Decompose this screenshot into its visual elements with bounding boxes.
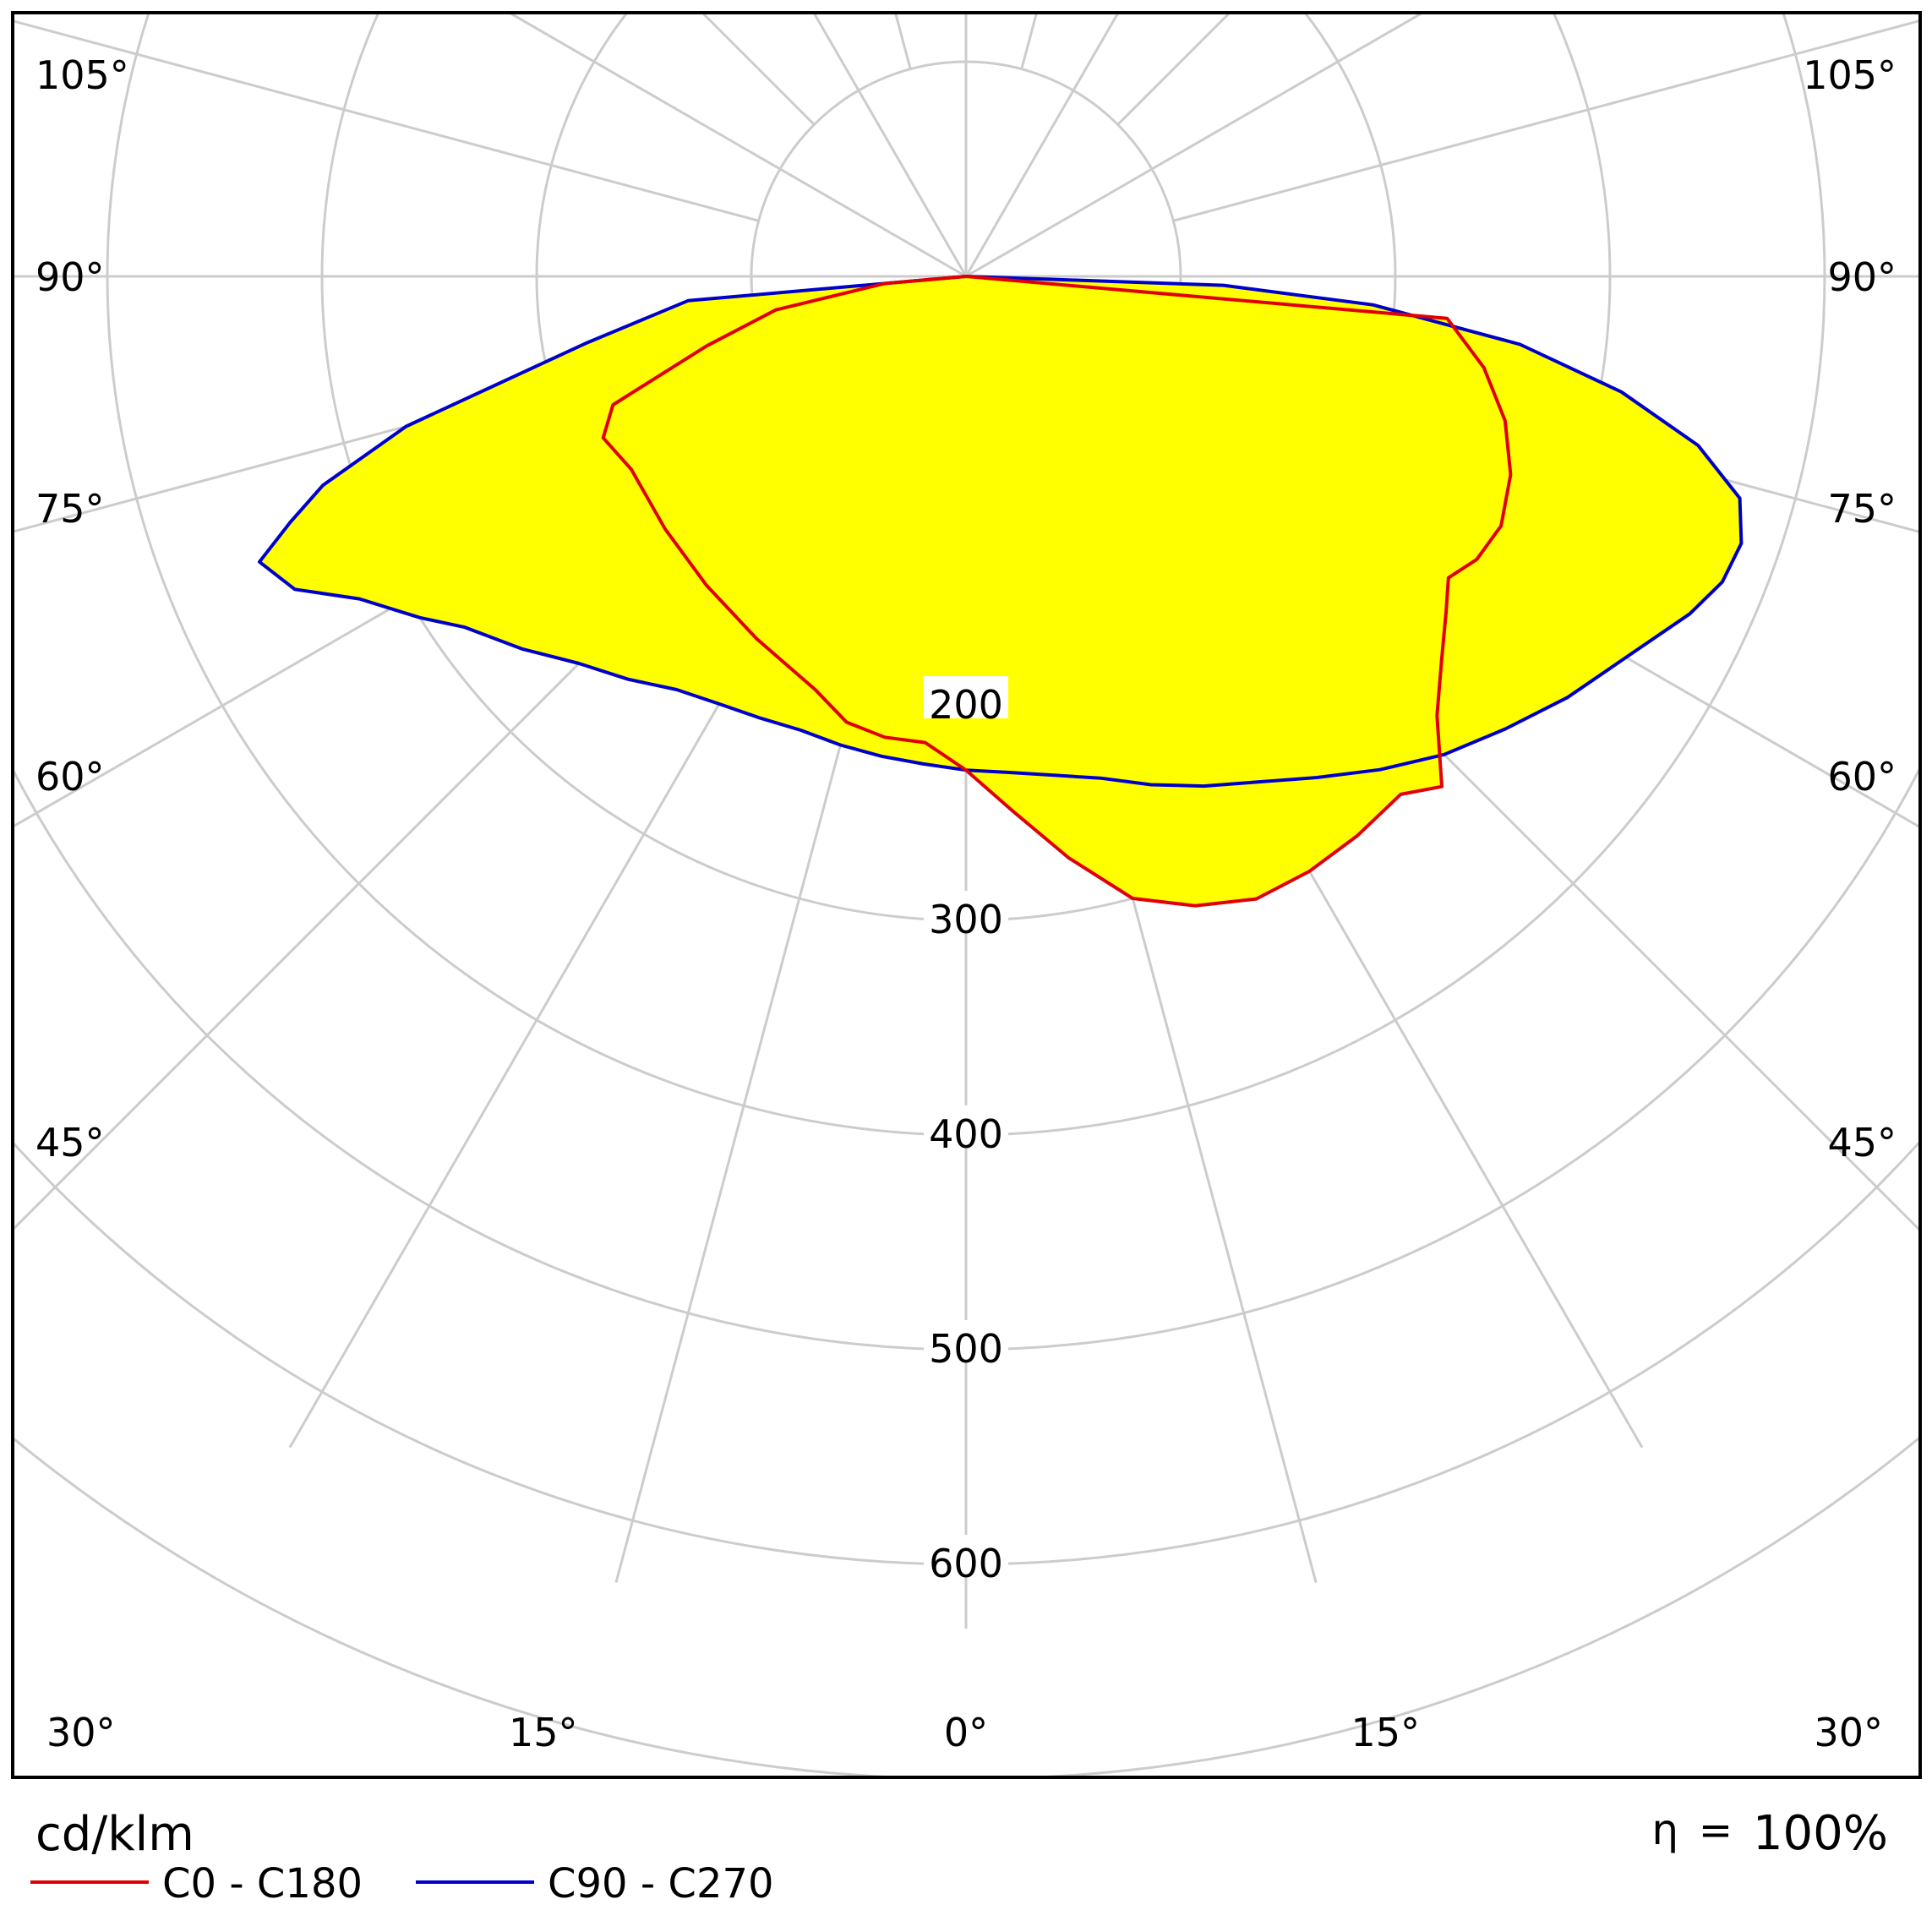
fill-area-series-1 (259, 276, 1742, 787)
angle-label-left: 105° (35, 52, 129, 98)
grid-spoke-120 (965, 13, 1426, 278)
efficiency-equals: = (1698, 1807, 1733, 1854)
angle-label-right: 75° (1827, 486, 1897, 532)
radial-tick-label: 400 (929, 1111, 1003, 1157)
radial-tick-label: 500 (929, 1326, 1003, 1372)
angle-label-right: 90° (1827, 254, 1897, 300)
axis-labels: 200 300 400 500 600 105° 90° 75° 60° 45° 30° 15° 105… (35, 52, 1897, 1755)
angle-label-right: 105° (1803, 52, 1897, 98)
angle-label-left: 90° (35, 254, 105, 300)
grid-spoke--105 (13, 19, 760, 222)
efficiency-label: η = 100% (1651, 1805, 1888, 1861)
tick-label-bg-500 (924, 1320, 1008, 1362)
angle-label-left: 30° (46, 1710, 116, 1755)
radial-tick-label: 200 (929, 682, 1003, 728)
curve-series-0 (601, 275, 1513, 908)
tick-label-bg-600 (924, 1535, 1008, 1577)
radial-tick-label: 600 (929, 1541, 1003, 1586)
efficiency-value: 100% (1752, 1806, 1888, 1861)
angle-label-left: 15° (509, 1710, 578, 1755)
grid-spoke-150 (964, 13, 1120, 277)
tick-label-bg-200 (924, 676, 1008, 718)
grid-spoke-105 (1172, 19, 1920, 222)
radial-tick-label: 300 (929, 897, 1003, 942)
angle-label-left: 60° (35, 754, 105, 800)
intensity-fill-area (259, 276, 1742, 906)
angle-label-zero: 0° (944, 1710, 988, 1755)
curve-series-1 (258, 275, 1744, 789)
angle-label-left: 45° (35, 1120, 105, 1165)
tick-label-bg-300 (924, 891, 1008, 933)
angle-label-right: 30° (1814, 1710, 1883, 1755)
intensity-curves (258, 275, 1744, 908)
legend-label-c90-c270: C90 - C270 (548, 1860, 774, 1907)
tick-label-bg-400 (924, 1105, 1008, 1148)
efficiency-symbol: η (1651, 1805, 1679, 1854)
legend-swatch-c0-c180 (30, 1880, 149, 1884)
legend-label-c0-c180: C0 - C180 (162, 1860, 363, 1907)
angle-label-right: 45° (1827, 1120, 1897, 1165)
angle-label-right: 60° (1827, 754, 1897, 800)
angle-label-right: 15° (1351, 1710, 1420, 1755)
legend-swatch-c90-c270 (416, 1880, 534, 1884)
unit-label: cd/klm (35, 1807, 194, 1862)
plot-frame (11, 11, 1922, 1779)
grid-spoke--120 (506, 13, 967, 278)
grid-spoke--150 (812, 13, 968, 277)
angle-label-left: 75° (35, 486, 105, 532)
